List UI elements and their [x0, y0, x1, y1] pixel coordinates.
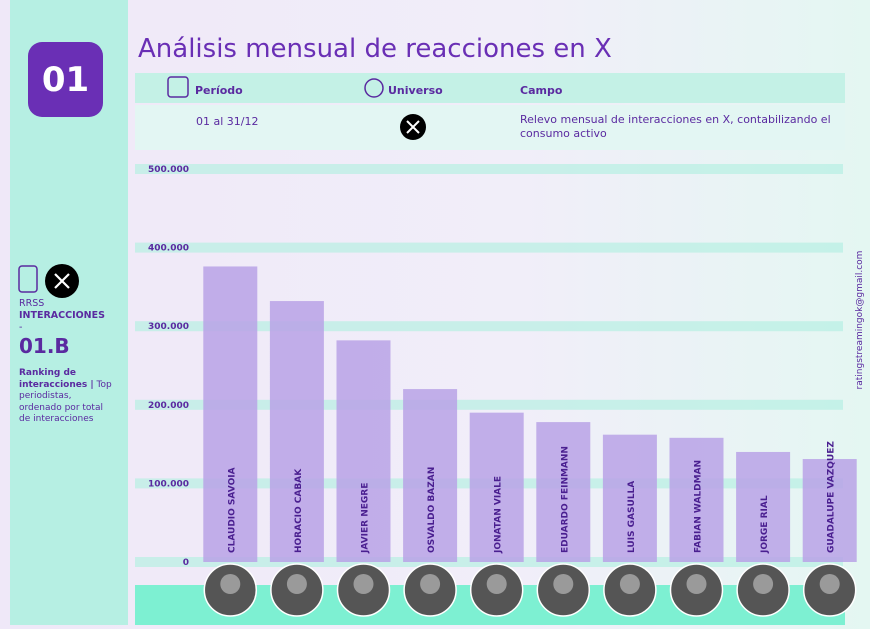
photo	[336, 563, 391, 617]
phone-icon	[18, 265, 38, 293]
y-tick-label: 100.000	[148, 479, 189, 489]
y-tick-label: 200.000	[148, 401, 189, 411]
photo-head	[486, 574, 507, 594]
x-tick-label: CLAUDIO SAVOIA	[227, 467, 237, 553]
table-header: Universo	[388, 84, 443, 97]
table-period: 01 al 31/12	[196, 115, 259, 128]
chart-title: Análisis mensual de reacciones en X	[138, 34, 612, 64]
table-header: Campo	[520, 84, 563, 97]
photo-head	[553, 574, 574, 594]
photo-head	[286, 574, 307, 594]
x-tick-label: GUADALUPE VAZQUEZ	[827, 441, 837, 553]
sidebar-label: RRSS	[19, 298, 45, 309]
photo	[203, 563, 258, 617]
bar	[736, 451, 791, 562]
photo-head	[420, 574, 441, 594]
photo-head	[220, 574, 241, 594]
sidebar-desc: Top periodistas, ordenado por total de i…	[19, 379, 112, 425]
contact: ratingstreamingok@gmail.com	[855, 251, 865, 390]
bar	[802, 459, 857, 562]
grid-line	[135, 399, 843, 410]
photo	[669, 563, 724, 617]
photo	[536, 563, 591, 617]
badge: 01	[28, 42, 103, 117]
photo	[469, 563, 524, 617]
photo	[270, 563, 324, 617]
sidebar-label: INTERACCIONES	[19, 310, 105, 321]
table-row-band	[135, 105, 845, 150]
photo-head	[686, 574, 707, 594]
photo	[603, 563, 657, 617]
x-tick-label: EDUARDO FEINMANN	[560, 446, 570, 553]
y-tick-label: 400.000	[148, 244, 189, 254]
sidebar-dash: -	[19, 322, 23, 333]
table-header: Período	[195, 84, 243, 97]
x-logo	[400, 114, 426, 140]
grid-line	[135, 321, 843, 332]
photo-head	[353, 574, 374, 594]
sidebar-code: 01.B	[19, 334, 70, 358]
bar	[403, 389, 458, 562]
photo	[802, 563, 857, 617]
x-tick-label: JORGE RIAL	[760, 495, 770, 554]
bar	[536, 422, 591, 562]
x-tick-label: JONATAN VIALE	[494, 476, 504, 554]
photo-head	[753, 574, 774, 594]
x-tick-label: HORACIO CABAK	[294, 468, 304, 553]
x-tick-label: LUIS GASULLA	[627, 481, 637, 553]
y-tick-label: 300.000	[148, 322, 189, 332]
bar	[203, 266, 258, 562]
globe-icon	[364, 78, 384, 98]
photo	[736, 563, 790, 617]
y-tick-label: 0	[183, 558, 189, 568]
table-campo: Relevo mensual de interacciones en X, co…	[520, 113, 831, 140]
calendar-icon	[167, 76, 189, 98]
bar	[469, 412, 524, 562]
y-tick-label: 500.000	[148, 165, 189, 175]
bar	[602, 434, 657, 562]
sidebar-desc-bold: Ranking de interacciones |	[19, 368, 94, 390]
table-header-band	[135, 73, 845, 103]
x-tick-label: JAVIER NEGRE	[361, 483, 371, 554]
photo-head	[619, 574, 640, 594]
bar	[269, 301, 324, 562]
x-tick-label: FABIAN WALDMAN	[694, 460, 704, 553]
bar	[669, 437, 724, 562]
x-logo	[45, 264, 79, 298]
x-tick-label: OSVALDO BAZAN	[427, 467, 437, 553]
photo-head	[819, 574, 840, 594]
grid-line	[135, 164, 843, 174]
grid-line	[135, 242, 843, 253]
bar	[336, 340, 391, 562]
photo	[403, 563, 457, 617]
